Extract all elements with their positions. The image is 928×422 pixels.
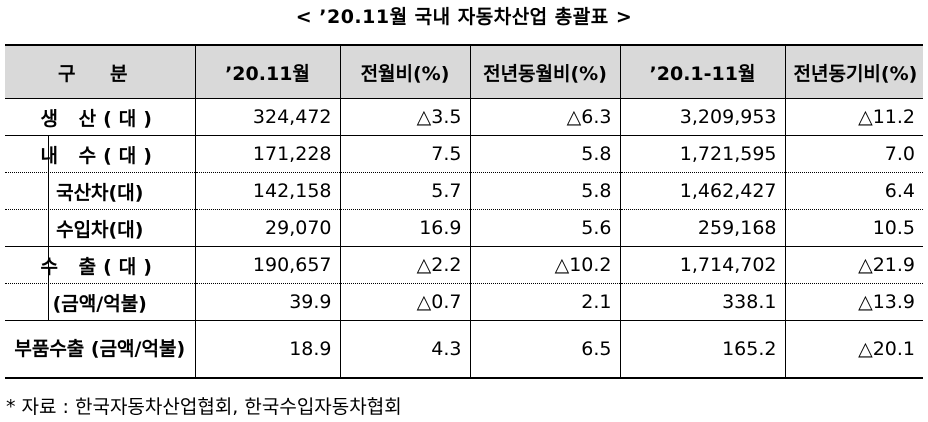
cell: 171,228 (194, 135, 340, 173)
cell: 5.6 (469, 209, 620, 247)
cell: 39.9 (194, 283, 340, 321)
cell: 190,657 (194, 246, 340, 284)
cell: 338.1 (619, 283, 785, 321)
cell: 5.8 (469, 135, 620, 173)
header-category: 구 분 (5, 44, 195, 99)
cell: △13.9 (784, 283, 923, 321)
cell: △21.9 (784, 246, 923, 284)
cell: 142,158 (194, 172, 340, 210)
cell: △20.1 (784, 320, 923, 379)
table-title: < ’20.11월 국내 자동차산업 총괄표 > (295, 6, 633, 28)
header-row: 구 분 ’20.11월 전월비(%) 전년동월비(%) ’20.1-11월 전년… (5, 44, 923, 99)
cell: 1,714,702 (619, 246, 785, 284)
row-label: 부품수출 (금액/억불) (5, 320, 195, 379)
header-yoy-ytd: 전년동기비(%) (784, 44, 923, 99)
table-row: 국산차(대) 142,158 5.7 5.8 1,462,427 6.4 (5, 172, 923, 210)
source-note: * 자료 : 한국자동차산업협회, 한국수입자동차협회 (6, 396, 402, 418)
cell: △0.7 (339, 283, 470, 321)
cell: 324,472 (194, 98, 340, 136)
cell: 1,462,427 (619, 172, 785, 210)
cell: 6.5 (469, 320, 620, 379)
table-row: 부품수출 (금액/억불) 18.9 4.3 6.5 165.2 △20.1 (5, 320, 923, 379)
cell: △11.2 (784, 98, 923, 136)
summary-table: 구 분 ’20.11월 전월비(%) 전년동월비(%) ’20.1-11월 전년… (5, 44, 923, 379)
cell: 10.5 (784, 209, 923, 247)
table-row: 수 출(대) 190,657 △2.2 △10.2 1,714,702 △21.… (5, 246, 923, 284)
cell: 29,070 (194, 209, 340, 247)
row-label: (금액/억불) (5, 283, 195, 321)
row-label: 수입차(대) (5, 209, 195, 247)
row-label: 생 산(대) (40, 107, 159, 130)
table-row: 생 산(대) 324,472 △3.5 △6.3 3,209,953 △11.2 (5, 98, 923, 136)
cell: 7.0 (784, 135, 923, 173)
row-label: 국산차(대) (5, 172, 195, 210)
header-mom: 전월비(%) (339, 44, 470, 99)
cell: △10.2 (469, 246, 620, 284)
cell: 4.3 (339, 320, 470, 379)
cell: 3,209,953 (619, 98, 785, 136)
header-yoy-month: 전년동월비(%) (469, 44, 620, 99)
cell: 259,168 (619, 209, 785, 247)
header-ytd: ’20.1-11월 (619, 44, 785, 99)
table-row: 수입차(대) 29,070 16.9 5.6 259,168 10.5 (5, 209, 923, 247)
cell: 7.5 (339, 135, 470, 173)
cell: 5.8 (469, 172, 620, 210)
cell: △6.3 (469, 98, 620, 136)
cell: 1,721,595 (619, 135, 785, 173)
cell: △3.5 (339, 98, 470, 136)
table-row: (금액/억불) 39.9 △0.7 2.1 338.1 △13.9 (5, 283, 923, 321)
cell: 16.9 (339, 209, 470, 247)
row-label: 내 수(대) (5, 135, 195, 173)
cell: 5.7 (339, 172, 470, 210)
table-row: 내 수(대) 171,228 7.5 5.8 1,721,595 7.0 (5, 135, 923, 173)
row-label: 수 출(대) (5, 246, 195, 284)
cell: 18.9 (194, 320, 340, 379)
cell: △2.2 (339, 246, 470, 284)
cell: 2.1 (469, 283, 620, 321)
cell: 6.4 (784, 172, 923, 210)
cell: 165.2 (619, 320, 785, 379)
header-month: ’20.11월 (194, 44, 340, 99)
